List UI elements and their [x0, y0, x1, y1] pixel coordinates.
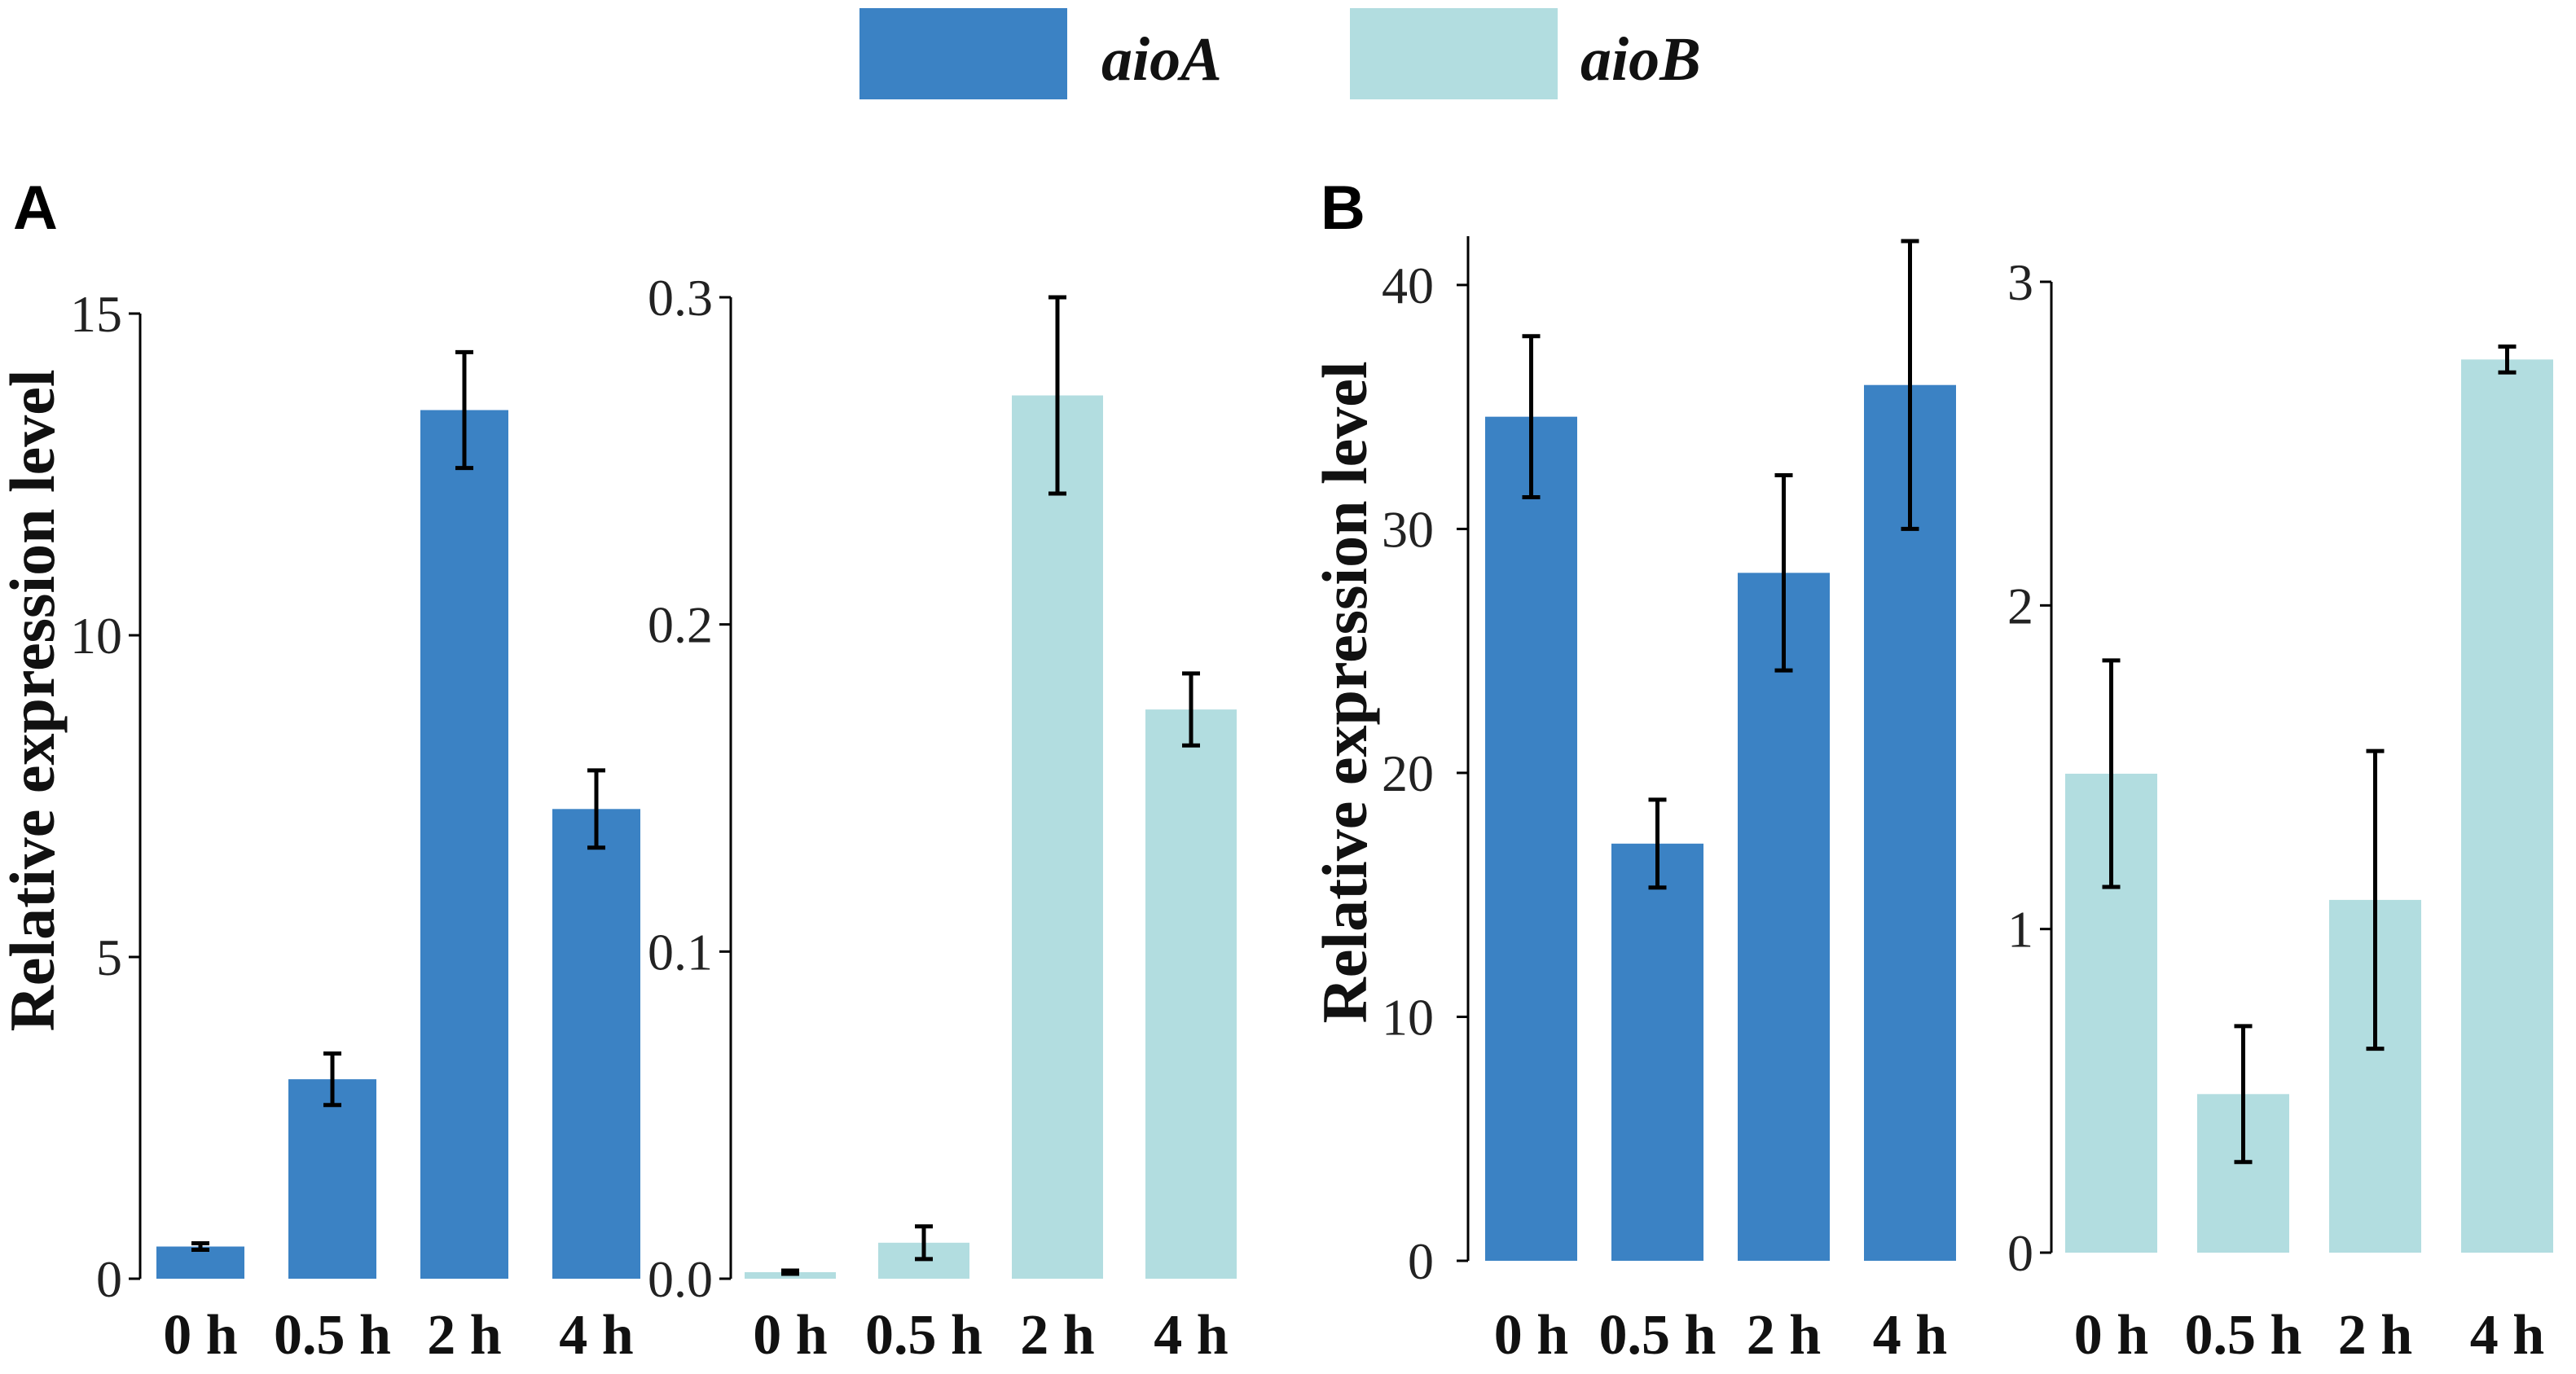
- bar: [1611, 843, 1703, 1261]
- chart-b-aioB: 0 1 2 3 0 h 0.5 h 2 h 4 h: [2007, 253, 2553, 1367]
- y-tick-label: 0.2: [648, 596, 713, 654]
- bar: [1145, 709, 1237, 1279]
- y-tick-label: 0.1: [648, 923, 713, 981]
- x-tick-label: 0 h: [163, 1304, 237, 1367]
- x-tick-label: 2 h: [1747, 1304, 1821, 1367]
- x-tick-label: 0.5 h: [1599, 1304, 1717, 1367]
- x-tick-label: 0.5 h: [2185, 1304, 2302, 1367]
- bar: [1738, 573, 1830, 1261]
- bar: [156, 1246, 244, 1279]
- y-tick-label: 0: [1408, 1232, 1434, 1290]
- y-tick-label: 0: [96, 1250, 122, 1308]
- y-tick-label: 1: [2007, 901, 2033, 959]
- legend-label-aioA: aioA: [1101, 25, 1222, 94]
- panel-a-ylabel: Relative expression level: [0, 369, 68, 1031]
- y-tick-label: 10: [70, 607, 122, 665]
- x-tick-label: 0 h: [2074, 1304, 2148, 1367]
- x-tick-label: 4 h: [559, 1304, 633, 1367]
- y-tick-label: 30: [1382, 500, 1434, 558]
- y-tick-label: 0.0: [648, 1250, 713, 1308]
- bar: [2461, 359, 2553, 1253]
- chart-a-aioA: 0 5 10 15 0 h 0.5 h 2 h 4 h: [70, 285, 640, 1367]
- x-tick-label: 0.5 h: [865, 1304, 982, 1367]
- panel-letter-a: A: [13, 173, 58, 243]
- y-tick-label: 3: [2007, 253, 2033, 311]
- legend-swatch-aioA: [859, 8, 1067, 99]
- y-tick-label: 20: [1382, 744, 1434, 802]
- y-tick-label: 0: [2007, 1224, 2033, 1282]
- bar: [1012, 395, 1103, 1279]
- bar: [552, 809, 640, 1279]
- legend: aioA aioB: [859, 8, 1701, 99]
- y-tick-label: 5: [96, 928, 122, 986]
- bar: [288, 1079, 376, 1279]
- chart-b-aioA: 0 10 20 30 40 0 h 0.5 h 2 h 4 h: [1382, 236, 1956, 1367]
- x-tick-label: 0 h: [1494, 1304, 1568, 1367]
- legend-label-aioB: aioB: [1580, 25, 1701, 94]
- y-tick-label: 0.3: [648, 269, 713, 327]
- y-tick-label: 40: [1382, 257, 1434, 314]
- legend-swatch-aioB: [1350, 8, 1558, 99]
- y-tick-label: 2: [2007, 577, 2033, 634]
- x-tick-label: 2 h: [1020, 1304, 1094, 1367]
- x-tick-label: 4 h: [1873, 1304, 1947, 1367]
- x-tick-label: 2 h: [427, 1304, 501, 1367]
- x-tick-label: 2 h: [2338, 1304, 2412, 1367]
- y-tick-label: 10: [1382, 988, 1434, 1046]
- y-tick-label: 15: [70, 285, 122, 343]
- x-tick-label: 4 h: [2470, 1304, 2544, 1367]
- bar: [1485, 416, 1577, 1262]
- panel-letter-b: B: [1321, 173, 1365, 243]
- x-tick-label: 0.5 h: [274, 1304, 391, 1367]
- x-tick-label: 4 h: [1154, 1304, 1228, 1367]
- x-tick-label: 0 h: [753, 1304, 827, 1367]
- bar: [420, 410, 508, 1279]
- panel-b-ylabel: Relative expression level: [1309, 361, 1380, 1023]
- chart-a-aioB: 0.0 0.1 0.2 0.3 0 h 0.5 h 2 h 4 h: [648, 269, 1237, 1367]
